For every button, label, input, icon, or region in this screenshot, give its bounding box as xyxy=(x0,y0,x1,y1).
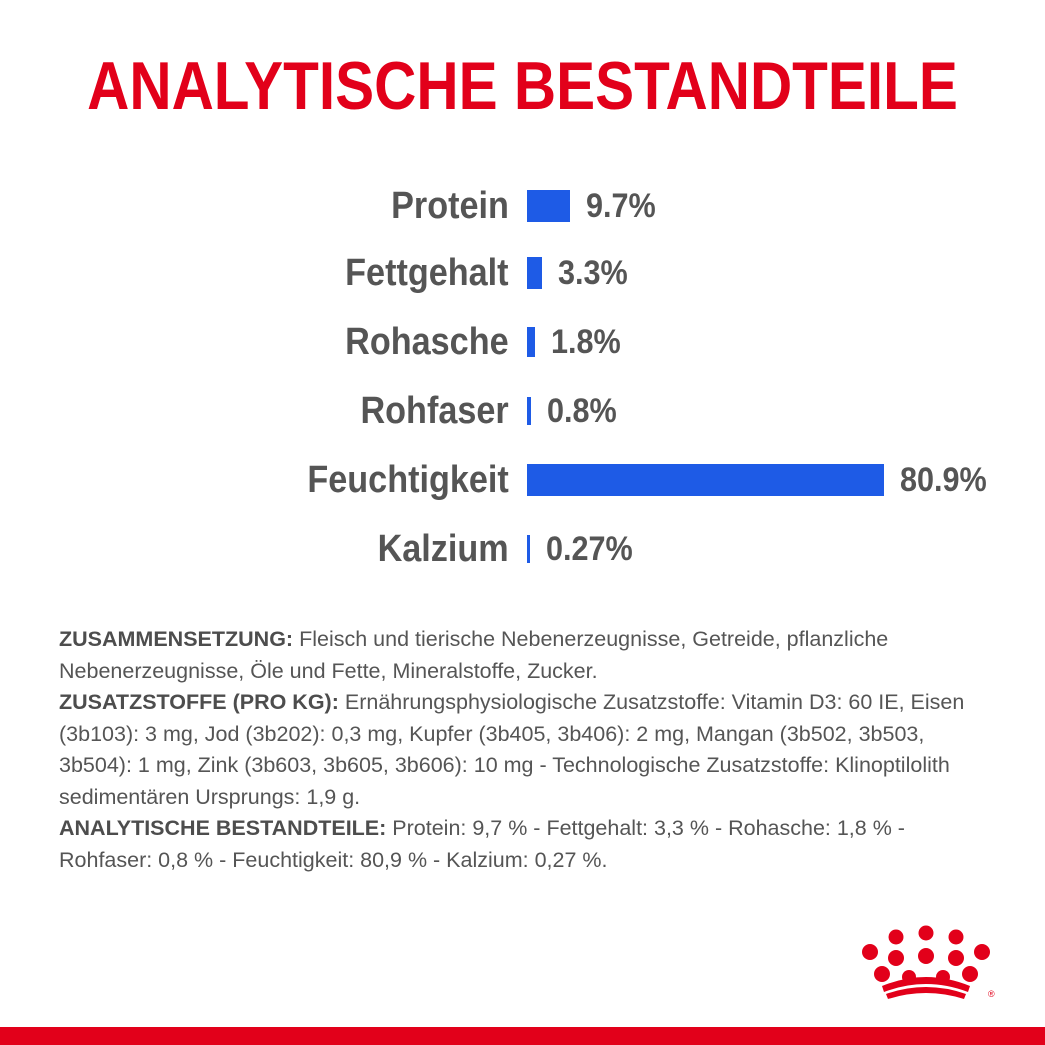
category-label-fettgehalt: Fettgehalt xyxy=(345,252,509,294)
additives-label: ZUSATZSTOFFE (PRO KG): xyxy=(59,690,339,714)
value-label-rohasche: 1.8% xyxy=(550,323,621,361)
composition-label: ZUSAMMENSETZUNG: xyxy=(59,627,294,651)
analytical-text: Protein: 9,7 % - Fettgehalt: 3,3 % - Roh… xyxy=(59,816,905,872)
analytical-label: ANALYTISCHE BESTANDTEILE: xyxy=(59,816,387,840)
category-label-rohasche: Rohasche xyxy=(345,321,509,363)
page-title: ANALYTISCHE BESTANDTEILE xyxy=(87,48,958,124)
category-label-feuchtigkeit: Feuchtigkeit xyxy=(307,459,509,501)
bar-kalzium xyxy=(527,535,530,563)
category-label-protein: Protein xyxy=(391,185,509,227)
composition-paragraph: ZUSAMMENSETZUNG: Fleisch und tierische N… xyxy=(59,624,989,687)
additives-text: Ernährungsphysiologische Zusatzstoffe: V… xyxy=(59,690,965,809)
bottom-brand-stripe xyxy=(0,1027,1045,1045)
category-label-kalzium: Kalzium xyxy=(377,528,509,570)
bar-protein xyxy=(527,190,570,222)
nutrient-bar-chart: Protein 9.7% Fettgehalt 3.3% Rohasche 1.8% Roh… xyxy=(307,185,987,570)
bar-rohfaser xyxy=(527,397,531,425)
value-label-feuchtigkeit: 80.9% xyxy=(900,461,987,499)
bar-rohasche xyxy=(527,327,535,357)
royal-canin-crown-logo-icon: ® xyxy=(862,925,995,999)
bar-feuchtigkeit xyxy=(527,464,884,496)
value-label-protein: 9.7% xyxy=(585,187,656,225)
analytical-paragraph: ANALYTISCHE BESTANDTEILE: Protein: 9,7 %… xyxy=(59,813,989,876)
value-label-kalzium: 0.27% xyxy=(546,530,633,568)
value-label-rohfaser: 0.8% xyxy=(546,392,617,430)
registered-mark: ® xyxy=(988,989,995,999)
value-label-fettgehalt: 3.3% xyxy=(557,254,628,292)
additives-paragraph: ZUSATZSTOFFE (PRO KG): Ernährungsphysiol… xyxy=(59,687,989,813)
composition-text: Fleisch und tierische Nebenerzeugnisse, … xyxy=(59,627,889,683)
description-block: ZUSAMMENSETZUNG: Fleisch und tierische N… xyxy=(59,624,989,876)
category-label-rohfaser: Rohfaser xyxy=(360,390,509,432)
bar-fettgehalt xyxy=(527,257,542,289)
